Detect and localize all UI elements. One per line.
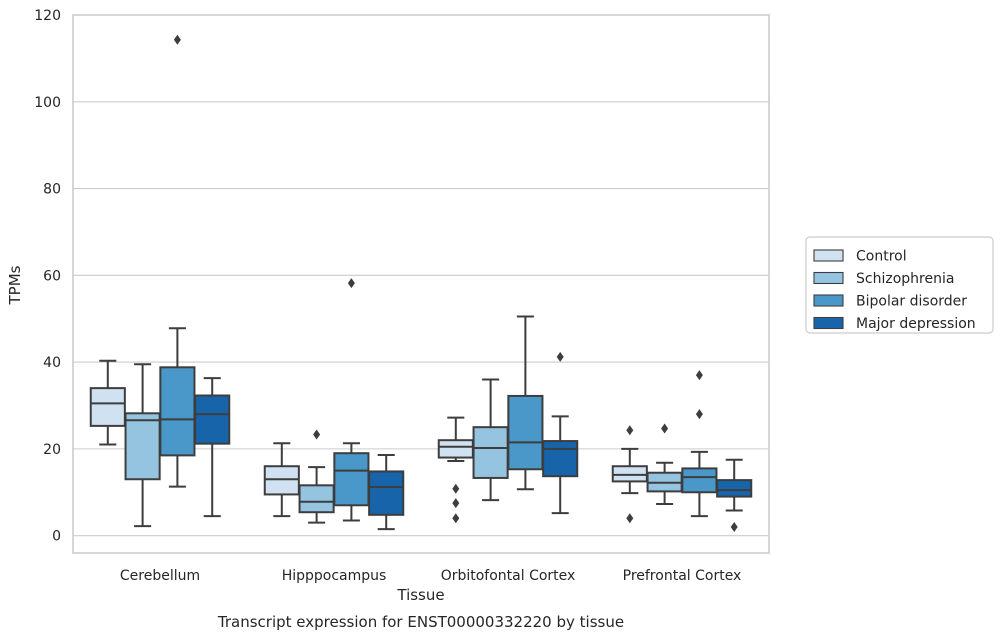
box-schizophrenia (646, 423, 683, 505)
box-schizophrenia (298, 429, 335, 524)
box-control (263, 442, 300, 518)
box-bipolar-disorder (681, 370, 718, 518)
legend-label: Control (856, 249, 907, 265)
plot-area: 0 20 40 60 80 100 120 Cerebellum Hipppocampus Orb… (34, 8, 770, 584)
y-tick-label: 60 (43, 268, 61, 284)
box-iqr (437, 439, 474, 459)
box-iqr (507, 394, 544, 471)
box-iqr (298, 484, 335, 514)
box-major-depression (542, 351, 579, 515)
box-schizophrenia (124, 363, 161, 528)
legend-label: Major depression (856, 316, 976, 332)
box-control (89, 359, 126, 446)
outlier-point (695, 409, 703, 420)
chart-caption: Transcript expression for ENST0000033222… (217, 613, 624, 631)
x-tick-label: Cerebellum (120, 568, 200, 584)
y-tick-label: 120 (34, 8, 61, 24)
y-tick-label: 0 (52, 529, 61, 545)
y-axis-label: TPMs (6, 265, 24, 305)
box-bipolar-disorder (159, 34, 196, 488)
outlier-point (626, 513, 634, 524)
box-schizophrenia (472, 378, 509, 502)
outlier-point (313, 429, 321, 440)
box-iqr (124, 412, 161, 481)
legend-swatch (813, 294, 844, 307)
box-iqr (716, 479, 753, 498)
outlier-point (173, 34, 181, 45)
outlier-point (452, 498, 460, 509)
box-control (611, 425, 648, 524)
box-bipolar-disorder (507, 315, 544, 491)
x-axis-label: Tissue (396, 586, 444, 604)
box-iqr (159, 366, 196, 457)
y-tick-label: 80 (43, 182, 61, 198)
outlier-point (347, 278, 355, 289)
plot-frame (72, 14, 770, 554)
box-iqr (263, 465, 300, 496)
box-iqr (194, 394, 231, 445)
x-tick-label: Prefrontal Cortex (623, 568, 742, 584)
y-tick-label: 40 (43, 355, 61, 371)
box-iqr (542, 440, 579, 478)
legend: Control Schizophrenia Bipolar disorder Majo… (805, 236, 994, 334)
y-tick-label: 20 (43, 442, 61, 458)
box-major-depression (368, 453, 405, 531)
box-iqr (472, 426, 509, 479)
box-iqr (681, 467, 718, 494)
legend-swatch (813, 316, 844, 330)
legend-swatch (813, 249, 844, 262)
outlier-point (661, 423, 669, 434)
box-major-depression (194, 377, 231, 518)
outlier-point (730, 521, 738, 532)
box-iqr (89, 387, 126, 427)
x-tick-label: Orbitofontal Cortex (441, 568, 576, 584)
box-iqr (368, 470, 405, 516)
outlier-point (626, 425, 634, 436)
box-iqr (333, 452, 370, 507)
box-control (437, 416, 474, 524)
box-bipolar-disorder (333, 278, 370, 522)
legend-swatch (813, 271, 844, 285)
box-major-depression (716, 458, 753, 532)
outlier-point (556, 351, 564, 362)
outlier-point (452, 513, 460, 524)
x-tick-label: Hipppocampus (282, 568, 387, 584)
outlier-point (695, 370, 703, 381)
box-iqr (611, 465, 648, 483)
outlier-point (452, 483, 460, 494)
y-tick-label: 100 (34, 95, 61, 111)
legend-label: Schizophrenia (856, 271, 954, 287)
legend-frame (805, 236, 994, 334)
legend-label: Bipolar disorder (856, 294, 967, 310)
